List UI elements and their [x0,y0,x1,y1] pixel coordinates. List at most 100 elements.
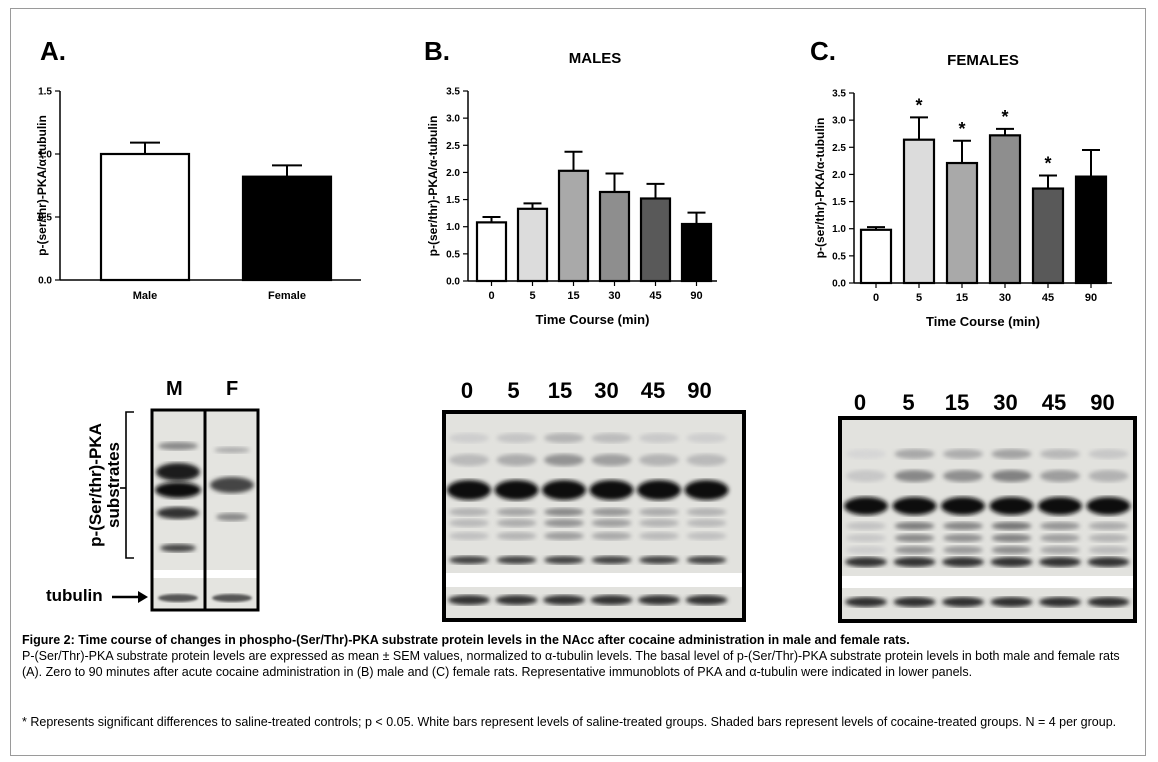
x-tick-label: 30 [608,290,620,302]
panel-a-letter: A. [40,36,66,66]
x-tick-label: Female [268,290,306,302]
blot-band [991,449,1032,459]
blot-band [846,534,886,542]
x-tick-label: 30 [999,292,1011,304]
blot-females-lane-label: 15 [944,390,970,415]
x-tick-label: 90 [1085,292,1097,304]
y-tick-label: 3.5 [446,87,460,98]
blot-band [496,508,537,516]
blot-band [1088,534,1129,542]
blot-band [544,433,584,443]
blot-band [1086,497,1131,515]
y-tick-label: 0.5 [446,249,460,260]
blot-band [846,546,886,554]
blot-band [447,480,491,500]
blot-band [943,546,983,554]
figure-frame [10,8,1146,756]
blot-sex-lane-m: M [166,378,183,400]
bar-45 [1031,187,1065,285]
blot-band [894,522,935,530]
blot-band [991,534,1032,542]
blot-females-lane-label: 0 [853,390,867,415]
blot-band [544,519,584,527]
blot-band [591,454,632,466]
blot-males-lane-label: 15 [547,378,573,403]
blot-band [989,497,1034,515]
blot-females-lane-label: 45 [1041,390,1067,415]
y-tick-label: 1.0 [832,224,846,235]
blot-band [943,534,983,542]
blot-band [1088,522,1129,530]
blot-band [639,532,679,540]
blot-band [991,470,1032,482]
blot-band [449,556,489,564]
bar-45 [639,197,672,283]
blot-band [639,433,679,443]
x-tick-label: 15 [956,292,968,304]
significance-marker: * [1044,154,1051,174]
y-tick-label: 2.0 [446,168,460,179]
y-tick-label: 3.0 [446,114,460,125]
y-tick-label: 1.0 [446,222,460,233]
bar-90 [1074,175,1108,285]
bar-15 [945,161,979,285]
blot-band [686,454,727,466]
blot-band [894,470,935,482]
blot-band [991,546,1032,554]
bar-Female [241,175,333,282]
blot-band [494,480,539,500]
panel-b-title: MALES [568,50,622,67]
blot-males-lane-label: 90 [687,378,712,403]
blot-band [844,497,888,515]
blot-sex-side-label: p-(Ser/thr)-PKA substrates [86,423,123,547]
y-tick-label: 3.0 [832,116,846,127]
blot-band [1040,470,1080,482]
blot-band [639,556,679,564]
x-axis-label: Time Course (min) [536,312,650,327]
blot-band [943,449,983,459]
y-tick-label: 1.5 [38,87,52,98]
blot-band [543,595,585,605]
blot-females-image [838,416,1137,623]
caption-body: P-(Ser/Thr)-PKA substrate protein levels… [22,649,1120,679]
blot-band [1040,522,1080,530]
blot-band [589,480,634,500]
panel-c-letter: C. [810,36,836,66]
bar-90 [680,222,713,283]
y-tick-label: 0.5 [832,251,846,262]
blot-band [544,454,584,466]
blot-band [942,597,984,607]
blot-sex-image [112,408,260,612]
y-axis-label: p-(ser/thr)-PKA/α-tubulin [426,116,440,257]
x-tick-label: 5 [529,290,535,302]
bar-Male [99,152,191,282]
blot-band [1039,597,1081,607]
x-tick-label: 15 [567,290,579,302]
bar-0 [475,221,508,283]
blot-band [638,595,680,605]
blot-sex-side-label-line1: p-(Ser/thr)-PKA [86,423,105,547]
x-tick-label: 90 [690,290,702,302]
blot-band [941,497,985,515]
blot-band [845,597,887,607]
chart-a: 0.0 0.5 1.0 1.5 p-(ser/thr)-PKA/α-tubulin Mal… [35,87,1112,329]
x-tick-label: 45 [1042,292,1054,304]
blot-band [1087,557,1130,567]
blot-band [894,546,935,554]
panel-c-title: FEMALES [947,52,1019,69]
blot-band [1040,449,1080,459]
y-tick-label: 0.0 [832,279,846,290]
blot-band [591,532,632,540]
blot-band [943,470,983,482]
blot-band [943,522,983,530]
blot-band [846,522,886,530]
blot-sex-side-label-line2: substrates [104,442,123,528]
blot-band [449,454,489,466]
blot-band [591,519,632,527]
blot-band [544,532,584,540]
blot-band [894,449,935,459]
blot-band [684,480,729,500]
blot-band [846,470,886,482]
blot-band [893,557,936,567]
blot-band [1087,597,1130,607]
